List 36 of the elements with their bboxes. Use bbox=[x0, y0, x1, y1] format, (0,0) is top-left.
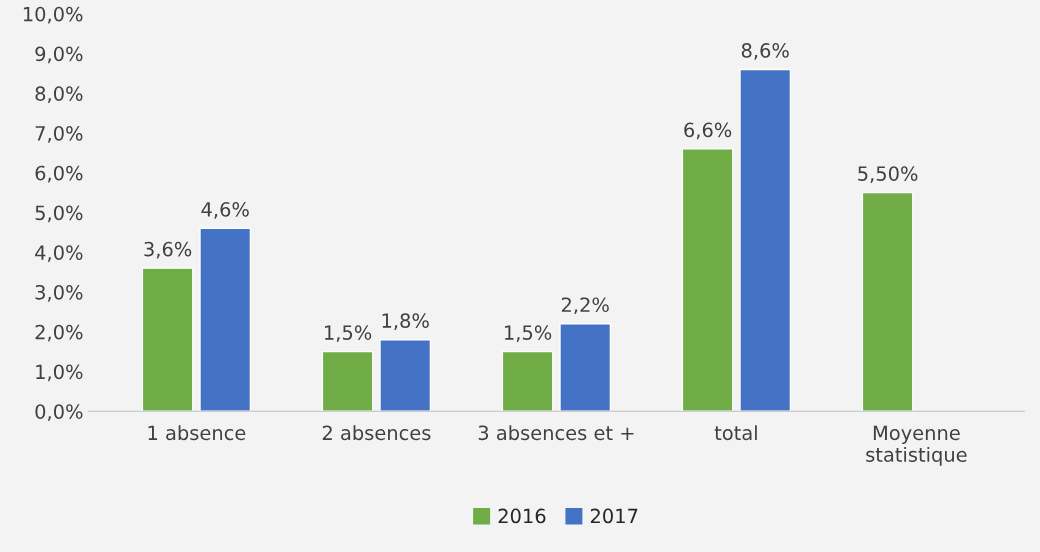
x-tick-label: Moyenne statistique bbox=[866, 425, 967, 466]
y-tick-label: 8,0% bbox=[35, 86, 83, 103]
x-tick-label: 1 absence bbox=[148, 425, 246, 441]
bar bbox=[739, 68, 792, 412]
y-tick-label: 9,0% bbox=[35, 46, 83, 64]
x-tick-label: 3 absences et + bbox=[478, 425, 634, 441]
x-tick-label: 2 absences bbox=[322, 425, 431, 441]
bar bbox=[861, 191, 914, 412]
data-label: 1,5% bbox=[505, 325, 552, 342]
bar bbox=[681, 148, 734, 412]
data-label: 8,6% bbox=[741, 43, 789, 60]
y-tick-label: 6,0% bbox=[35, 165, 83, 183]
bar bbox=[501, 350, 554, 412]
y-tick-label: 5,0% bbox=[35, 205, 83, 223]
data-label: 4,6% bbox=[201, 201, 249, 219]
bar bbox=[199, 227, 252, 412]
data-label: 1,8% bbox=[382, 313, 429, 330]
y-tick-label: 0,0% bbox=[35, 404, 83, 421]
y-tick-label: 4,0% bbox=[35, 245, 83, 262]
data-label: 3,6% bbox=[144, 241, 192, 259]
y-tick-label: 10,0% bbox=[23, 6, 83, 24]
data-label: 2,2% bbox=[561, 297, 609, 315]
data-label: 1,5% bbox=[325, 325, 372, 342]
bar bbox=[141, 267, 194, 412]
y-tick-label: 7,0% bbox=[35, 125, 83, 143]
x-tick-label: total bbox=[714, 425, 757, 441]
y-tick-label: 2,0% bbox=[35, 324, 83, 342]
legend-label: 2016 bbox=[498, 508, 546, 524]
bar bbox=[559, 323, 612, 412]
y-tick-label: 1,0% bbox=[36, 364, 83, 382]
legend-label: 2017 bbox=[590, 508, 638, 524]
data-label: 6,6% bbox=[684, 122, 732, 140]
bar bbox=[321, 350, 374, 412]
bar bbox=[379, 339, 432, 412]
data-label: 5,50% bbox=[858, 166, 918, 183]
y-tick-label: 3,0% bbox=[35, 284, 83, 302]
